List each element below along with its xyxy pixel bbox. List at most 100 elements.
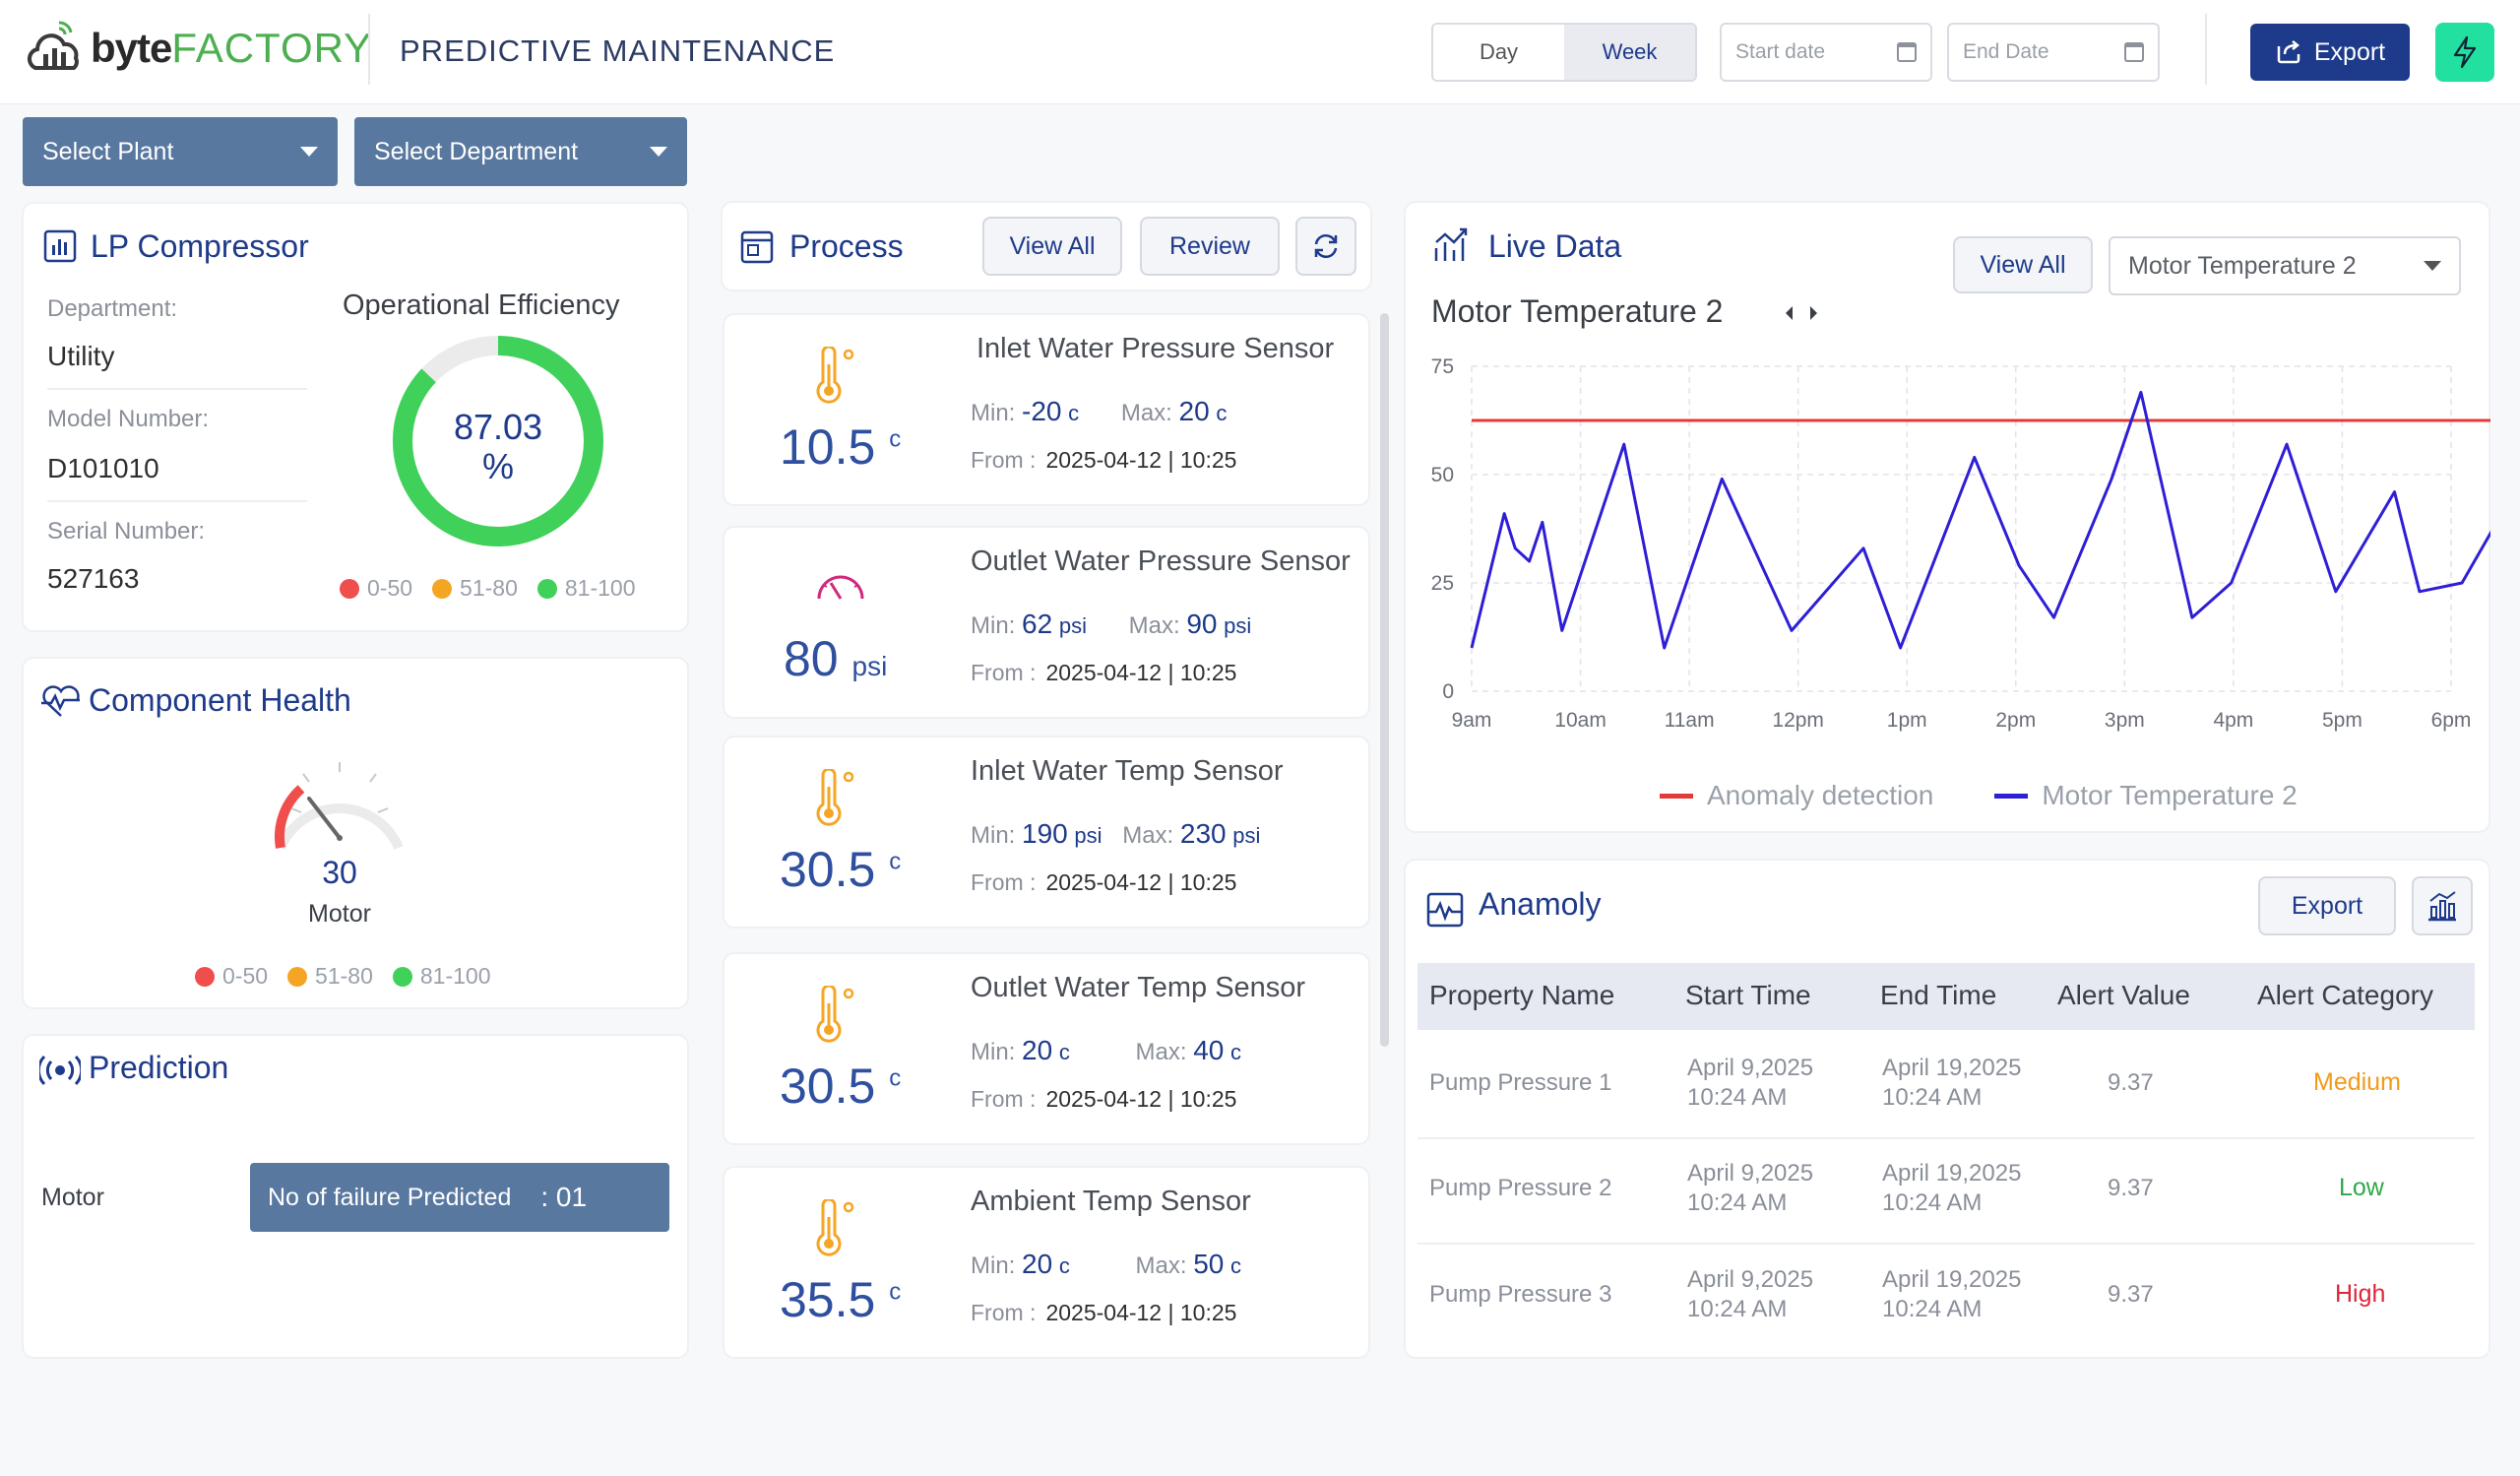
sensor-timestamp: From :2025-04-12 | 10:25 bbox=[971, 447, 1237, 473]
thermometer-icon bbox=[816, 986, 854, 1043]
orange-dot-icon bbox=[432, 578, 453, 599]
y-tick-label: 25 bbox=[1431, 572, 1454, 595]
x-tick-label: 10am bbox=[1554, 709, 1606, 732]
export-button[interactable]: Export bbox=[2250, 24, 2410, 81]
legend-temperature-label: Motor Temperature 2 bbox=[2042, 780, 2298, 810]
sensor-card[interactable]: 10.5 c Inlet Water Pressure Sensor Min: … bbox=[723, 313, 1370, 506]
component-health-title: Component Health bbox=[89, 682, 351, 718]
thermometer-icon bbox=[816, 769, 854, 826]
start-date-field[interactable]: Start date bbox=[1720, 23, 1932, 82]
sensor-card[interactable]: 80 psi Outlet Water Pressure Sensor Min:… bbox=[723, 526, 1370, 719]
process-title: Process bbox=[789, 228, 904, 264]
brand-logo[interactable]: byteFACTORY bbox=[24, 14, 372, 83]
column-header[interactable]: Start Time bbox=[1685, 980, 1811, 1010]
row-divider bbox=[1418, 1137, 2475, 1139]
x-tick-label: 6pm bbox=[2431, 709, 2472, 732]
anomaly-table-header bbox=[1418, 963, 2475, 1030]
sensor-name: Outlet Water Temp Sensor bbox=[971, 972, 1306, 1003]
process-view-all-button[interactable]: View All bbox=[982, 217, 1122, 276]
sensor-name: Outlet Water Pressure Sensor bbox=[971, 545, 1351, 577]
efficiency-donut bbox=[393, 336, 603, 546]
chevron-right-icon[interactable] bbox=[1810, 306, 1817, 320]
prediction-component: Motor bbox=[41, 1184, 104, 1211]
process-review-button[interactable]: Review bbox=[1140, 217, 1280, 276]
column-header[interactable]: Alert Value bbox=[2057, 980, 2190, 1010]
end-date-field[interactable]: End Date bbox=[1947, 23, 2160, 82]
refresh-icon bbox=[1314, 234, 1338, 258]
chart-title: Motor Temperature 2 bbox=[1431, 293, 1724, 329]
export-icon bbox=[2277, 40, 2300, 64]
power-button[interactable] bbox=[2435, 23, 2494, 82]
asset-card bbox=[22, 202, 689, 632]
range-week-button[interactable]: Week bbox=[1564, 25, 1695, 80]
health-component-name: Motor bbox=[308, 900, 371, 928]
alert-value: 9.37 bbox=[2108, 1175, 2154, 1201]
anomaly-legend-swatch bbox=[1660, 793, 1693, 799]
y-tick-label: 50 bbox=[1431, 464, 1454, 486]
thermometer-icon bbox=[816, 347, 854, 404]
sensor-name: Inlet Water Pressure Sensor bbox=[976, 333, 1335, 364]
bolt-icon bbox=[2453, 35, 2477, 69]
x-tick-label: 5pm bbox=[2322, 709, 2362, 732]
efficiency-legend: 0-50 51-80 81-100 bbox=[340, 575, 636, 602]
column-header[interactable]: Alert Category bbox=[2257, 980, 2433, 1010]
process-icon bbox=[740, 230, 774, 264]
health-gauge bbox=[275, 762, 404, 851]
department-select[interactable]: Select Department bbox=[354, 117, 687, 186]
sensor-card[interactable]: 30.5 c Inlet Water Temp Sensor Min: 190 … bbox=[723, 736, 1370, 929]
range-day-button[interactable]: Day bbox=[1433, 25, 1564, 80]
live-view-all-button[interactable]: View All bbox=[1953, 236, 2093, 293]
sensor-range: Min: 20 c Max: 50 c bbox=[971, 1249, 1242, 1279]
live-data-title: Live Data bbox=[1488, 228, 1622, 264]
page-title: PREDICTIVE MAINTENANCE bbox=[400, 33, 836, 68]
process-scrollbar[interactable] bbox=[1380, 313, 1389, 1047]
x-tick-label: 12pm bbox=[1772, 709, 1824, 732]
thermometer-icon bbox=[816, 1199, 854, 1256]
serial-label: Serial Number: bbox=[47, 518, 206, 545]
column-header[interactable]: End Time bbox=[1880, 980, 1997, 1010]
chevron-left-icon[interactable] bbox=[1786, 306, 1793, 320]
component-health-card bbox=[22, 657, 689, 1009]
end-time: April 19,2025 10:24 AM bbox=[1882, 1160, 2022, 1216]
prediction-title: Prediction bbox=[89, 1050, 229, 1085]
caret-down-icon bbox=[650, 147, 667, 157]
chart-nav bbox=[1786, 306, 1817, 320]
temperature-series-line bbox=[1470, 390, 2490, 650]
chart-legend: Anomaly detection Motor Temperature 2 bbox=[1660, 780, 2298, 811]
sensor-value: 80 psi bbox=[784, 631, 888, 686]
live-data-card bbox=[1404, 201, 2490, 833]
efficiency-title: Operational Efficiency bbox=[343, 289, 620, 321]
chart-view-button[interactable] bbox=[2412, 876, 2473, 935]
property-name: Pump Pressure 3 bbox=[1429, 1281, 1612, 1308]
health-pulse-icon bbox=[41, 685, 80, 717]
sensor-range: Min: 62 psi Max: 90 psi bbox=[971, 609, 1252, 639]
start-time: April 9,2025 10:24 AM bbox=[1687, 1266, 1814, 1322]
x-tick-label: 4pm bbox=[2213, 709, 2253, 732]
refresh-button[interactable] bbox=[1295, 217, 1356, 276]
green-dot-icon bbox=[392, 966, 412, 987]
sensor-card[interactable]: 35.5 c Ambient Temp Sensor Min: 20 c Max… bbox=[723, 1166, 1370, 1359]
model-value: D101010 bbox=[47, 453, 159, 483]
sensor-timestamp: From :2025-04-12 | 10:25 bbox=[971, 1300, 1237, 1325]
pulse-monitor-icon bbox=[1426, 892, 1464, 928]
start-time: April 9,2025 10:24 AM bbox=[1687, 1160, 1814, 1216]
plant-select[interactable]: Select Plant bbox=[23, 117, 338, 186]
serial-value: 527163 bbox=[47, 563, 140, 594]
sensor-value: 10.5 c bbox=[780, 419, 902, 475]
sensor-value: 35.5 c bbox=[780, 1272, 902, 1327]
metric-select[interactable]: Motor Temperature 2 bbox=[2109, 236, 2461, 295]
divider bbox=[2205, 14, 2207, 85]
broadcast-icon bbox=[39, 1055, 81, 1086]
calendar-icon bbox=[1897, 42, 1917, 62]
row-divider bbox=[1418, 1243, 2475, 1245]
anomaly-export-button[interactable]: Export bbox=[2258, 876, 2396, 935]
legend-anomaly-label: Anomaly detection bbox=[1707, 780, 1934, 810]
property-name: Pump Pressure 1 bbox=[1429, 1069, 1612, 1096]
sensor-card[interactable]: 30.5 c Outlet Water Temp Sensor Min: 20 … bbox=[723, 952, 1370, 1145]
column-header[interactable]: Property Name bbox=[1429, 980, 1615, 1010]
live-line-chart: 0 25 50 75 9am 10am 11am 12pm 1pm 2pm 3pm 4pm 5pm 6pm bbox=[1431, 355, 2490, 732]
y-tick-label: 75 bbox=[1431, 355, 1454, 378]
divider bbox=[368, 14, 370, 85]
x-tick-label: 1pm bbox=[1887, 709, 1927, 732]
sensor-name: Ambient Temp Sensor bbox=[971, 1186, 1251, 1217]
